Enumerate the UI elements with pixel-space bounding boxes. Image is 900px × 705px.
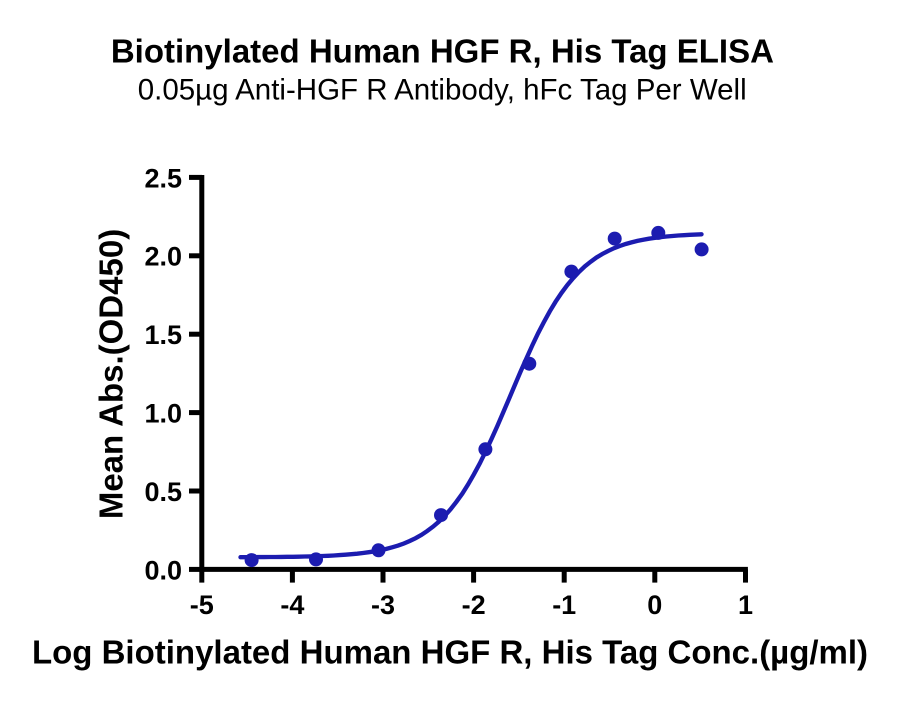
svg-text:0.0: 0.0 [144,555,182,585]
svg-text:Biotinylated Human HGF R, His: Biotinylated Human HGF R, His Tag ELISA [111,33,774,70]
svg-text:-1: -1 [552,590,576,620]
svg-text:Log Biotinylated Human HGF R,: Log Biotinylated Human HGF R, His Tag Co… [32,634,868,671]
svg-text:1.5: 1.5 [144,320,182,350]
svg-text:1: 1 [738,590,753,620]
svg-text:2.0: 2.0 [144,242,182,272]
svg-text:0.5: 0.5 [144,477,182,507]
svg-text:1.0: 1.0 [144,399,182,429]
svg-text:-3: -3 [371,590,395,620]
svg-text:-4: -4 [280,590,304,620]
svg-text:0: 0 [647,590,662,620]
svg-text:-2: -2 [462,590,486,620]
svg-text:-5: -5 [190,590,214,620]
svg-text:0.05µg Anti-HGF R Antibody, hF: 0.05µg Anti-HGF R Antibody, hFc Tag Per … [138,74,747,107]
svg-text:Mean Abs.(OD450): Mean Abs.(OD450) [92,229,129,519]
svg-text:2.5: 2.5 [144,163,182,193]
